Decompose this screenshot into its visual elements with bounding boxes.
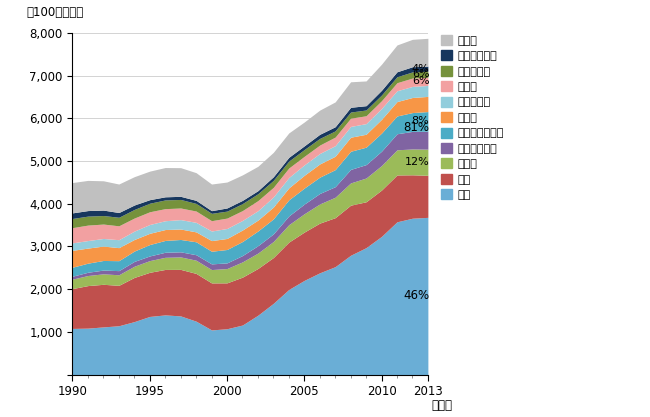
Text: （100万トン）: （100万トン） [26,6,83,19]
Text: 46%: 46% [403,289,430,302]
Text: 81%: 81% [404,121,430,134]
Text: 8%: 8% [411,116,430,126]
Text: 12%: 12% [405,157,430,167]
Text: 6%: 6% [412,69,430,79]
Text: （年）: （年） [432,399,452,412]
Text: 4%: 4% [411,64,430,74]
Text: 6%: 6% [412,76,430,86]
Legend: その他, カザフスタン, ポーランド, ドイツ, 南アフリカ, ロシア, オーストラリア, インドネシア, インド, 米国, 中国: その他, カザフスタン, ポーランド, ドイツ, 南アフリカ, ロシア, オース… [441,35,504,200]
